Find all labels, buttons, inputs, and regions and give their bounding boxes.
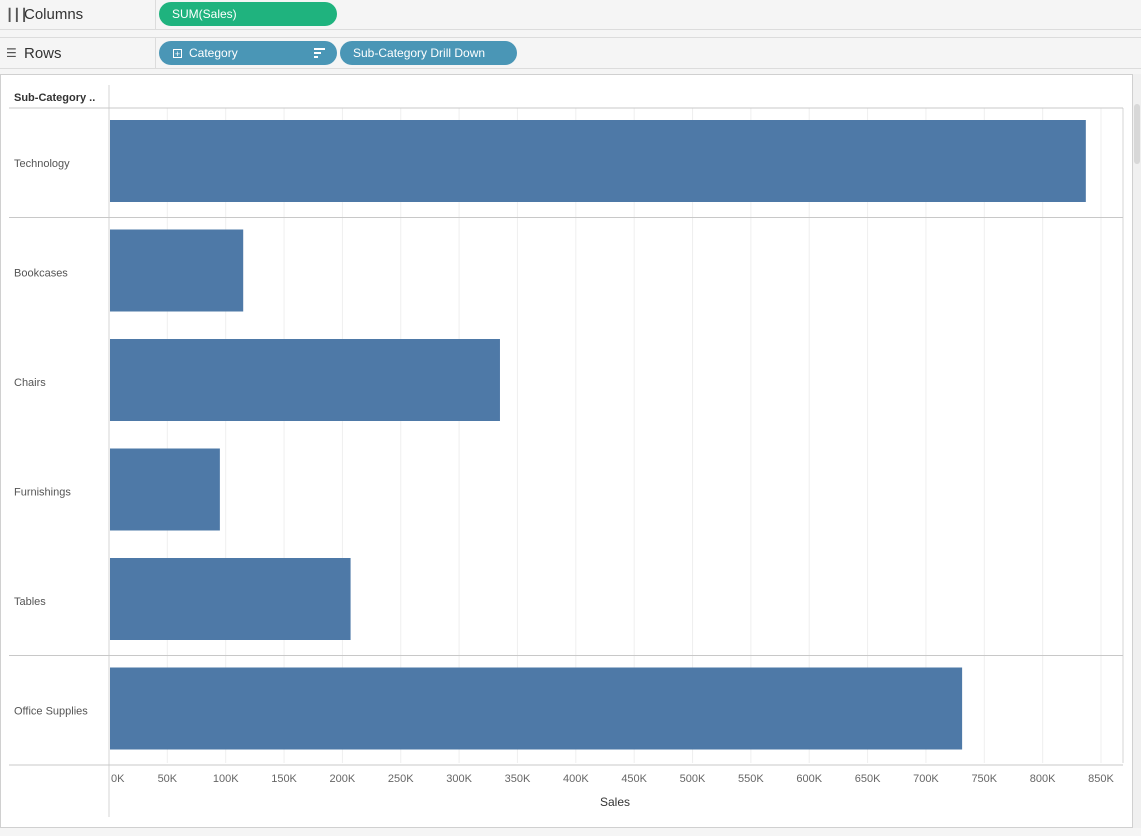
category-pill-label: Category xyxy=(189,46,238,60)
row-label-bookcases[interactable]: Bookcases xyxy=(14,267,68,279)
subcategory-header[interactable]: Sub-Category .. xyxy=(14,92,95,104)
x-tick-label: 0K xyxy=(111,773,125,785)
sum-sales-pill-label: SUM(Sales) xyxy=(172,7,237,21)
rows-label: Rows xyxy=(24,44,62,62)
subcategory-drilldown-pill-label: Sub-Category Drill Down xyxy=(353,46,486,60)
vertical-scrollbar[interactable] xyxy=(1133,74,1141,828)
x-tick-label: 700K xyxy=(913,773,939,785)
columns-icon: ┃┃┃ xyxy=(6,7,28,22)
expand-plus-icon[interactable]: + xyxy=(173,48,182,59)
x-axis-ticks: 0K 50K 100K 150K 200K 250K 300K 350K 400K 450K 500… xyxy=(111,773,1115,785)
row-label-office-supplies[interactable]: Office Supplies xyxy=(14,705,88,717)
bar-chairs[interactable] xyxy=(110,339,500,421)
x-tick-label: 350K xyxy=(505,773,531,785)
x-tick-label: 500K xyxy=(680,773,706,785)
row-labels: Technology Bookcases Chairs Furnishings Tabl… xyxy=(14,158,88,718)
sum-sales-pill[interactable]: SUM(Sales) xyxy=(159,2,337,26)
chart-view[interactable]: Technology Bookcases Chairs Furnishings Tabl… xyxy=(0,74,1133,828)
bar-furnishings[interactable] xyxy=(110,448,220,531)
x-tick-label: 800K xyxy=(1030,773,1056,785)
columns-shelf[interactable]: ┃┃┃ Columns SUM(Sales) xyxy=(0,0,1141,30)
subcategory-drilldown-pill[interactable]: Sub-Category Drill Down xyxy=(340,41,517,65)
x-tick-label: 850K xyxy=(1088,773,1114,785)
grid-lines xyxy=(166,108,1102,763)
bar-bookcases[interactable] xyxy=(110,229,244,312)
x-tick-label: 300K xyxy=(446,773,472,785)
row-label-chairs[interactable]: Chairs xyxy=(14,377,46,389)
bar-chart[interactable]: Technology Bookcases Chairs Furnishings Tabl… xyxy=(1,75,1132,827)
scrollbar-thumb[interactable] xyxy=(1134,104,1140,164)
bars xyxy=(110,120,1086,750)
category-pill[interactable]: + Category xyxy=(159,41,337,65)
columns-shelf-label: ┃┃┃ Columns xyxy=(0,0,156,29)
x-tick-label: 200K xyxy=(330,773,356,785)
x-tick-label: 750K xyxy=(971,773,997,785)
columns-label: Columns xyxy=(24,6,84,23)
x-tick-label: 550K xyxy=(738,773,764,785)
rows-shelf[interactable]: ☰ Rows + Category Sub-Category Drill Dow… xyxy=(0,37,1141,69)
x-tick-label: 100K xyxy=(213,773,239,785)
x-tick-label: 600K xyxy=(796,773,822,785)
row-label-furnishings[interactable]: Furnishings xyxy=(14,486,71,498)
x-axis-label: Sales xyxy=(600,795,630,809)
x-tick-label: 400K xyxy=(563,773,589,785)
rows-shelf-label: ☰ Rows xyxy=(0,38,156,68)
rows-icon: ☰ xyxy=(6,46,17,60)
x-tick-label: 450K xyxy=(621,773,647,785)
x-tick-label: 50K xyxy=(158,773,178,785)
bar-office-supplies[interactable] xyxy=(110,667,963,750)
row-label-tables[interactable]: Tables xyxy=(14,596,46,608)
bar-technology[interactable] xyxy=(110,120,1086,202)
x-tick-label: 250K xyxy=(388,773,414,785)
x-tick-label: 650K xyxy=(855,773,881,785)
row-label-technology[interactable]: Technology xyxy=(14,158,70,170)
bar-tables[interactable] xyxy=(110,558,351,640)
row-separators xyxy=(9,85,1124,817)
x-tick-label: 150K xyxy=(271,773,297,785)
sort-icon[interactable] xyxy=(314,48,325,58)
